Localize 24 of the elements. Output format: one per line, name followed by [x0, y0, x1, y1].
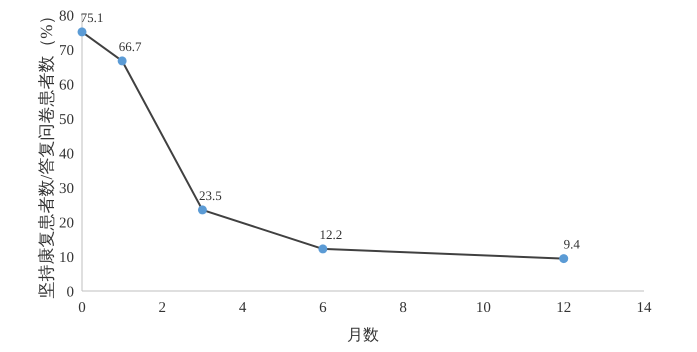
- x-tick-label: 10: [476, 300, 491, 316]
- y-tick-label: 10: [59, 250, 74, 266]
- data-label: 12.2: [319, 226, 342, 242]
- y-axis-title: 坚持康复患者数/答复问卷患者数（%）: [37, 8, 56, 298]
- x-tick-label: 2: [158, 300, 166, 316]
- y-tick-label: 0: [66, 284, 74, 300]
- data-label: 9.4: [564, 236, 580, 252]
- y-tick-label: 70: [59, 42, 74, 59]
- y-tick-label: 50: [59, 112, 74, 128]
- x-tick-label: 0: [78, 300, 86, 316]
- x-axis-title: 月数: [347, 327, 379, 344]
- x-tick-label: 12: [556, 300, 572, 316]
- data-label: 75.1: [80, 10, 104, 25]
- y-tick-label: 40: [59, 146, 74, 162]
- x-tick-label: 14: [636, 300, 652, 316]
- y-tick-label: 80: [59, 8, 74, 24]
- y-tick-label: 60: [59, 77, 74, 94]
- y-tick-label: 20: [59, 215, 74, 232]
- data-label: 66.7: [118, 38, 142, 54]
- data-label: 23.5: [199, 188, 222, 203]
- x-tick-label: 8: [399, 300, 407, 316]
- x-tick-label: 6: [319, 300, 328, 316]
- y-tick-label: 30: [59, 180, 74, 197]
- x-tick-label: 4: [238, 300, 247, 316]
